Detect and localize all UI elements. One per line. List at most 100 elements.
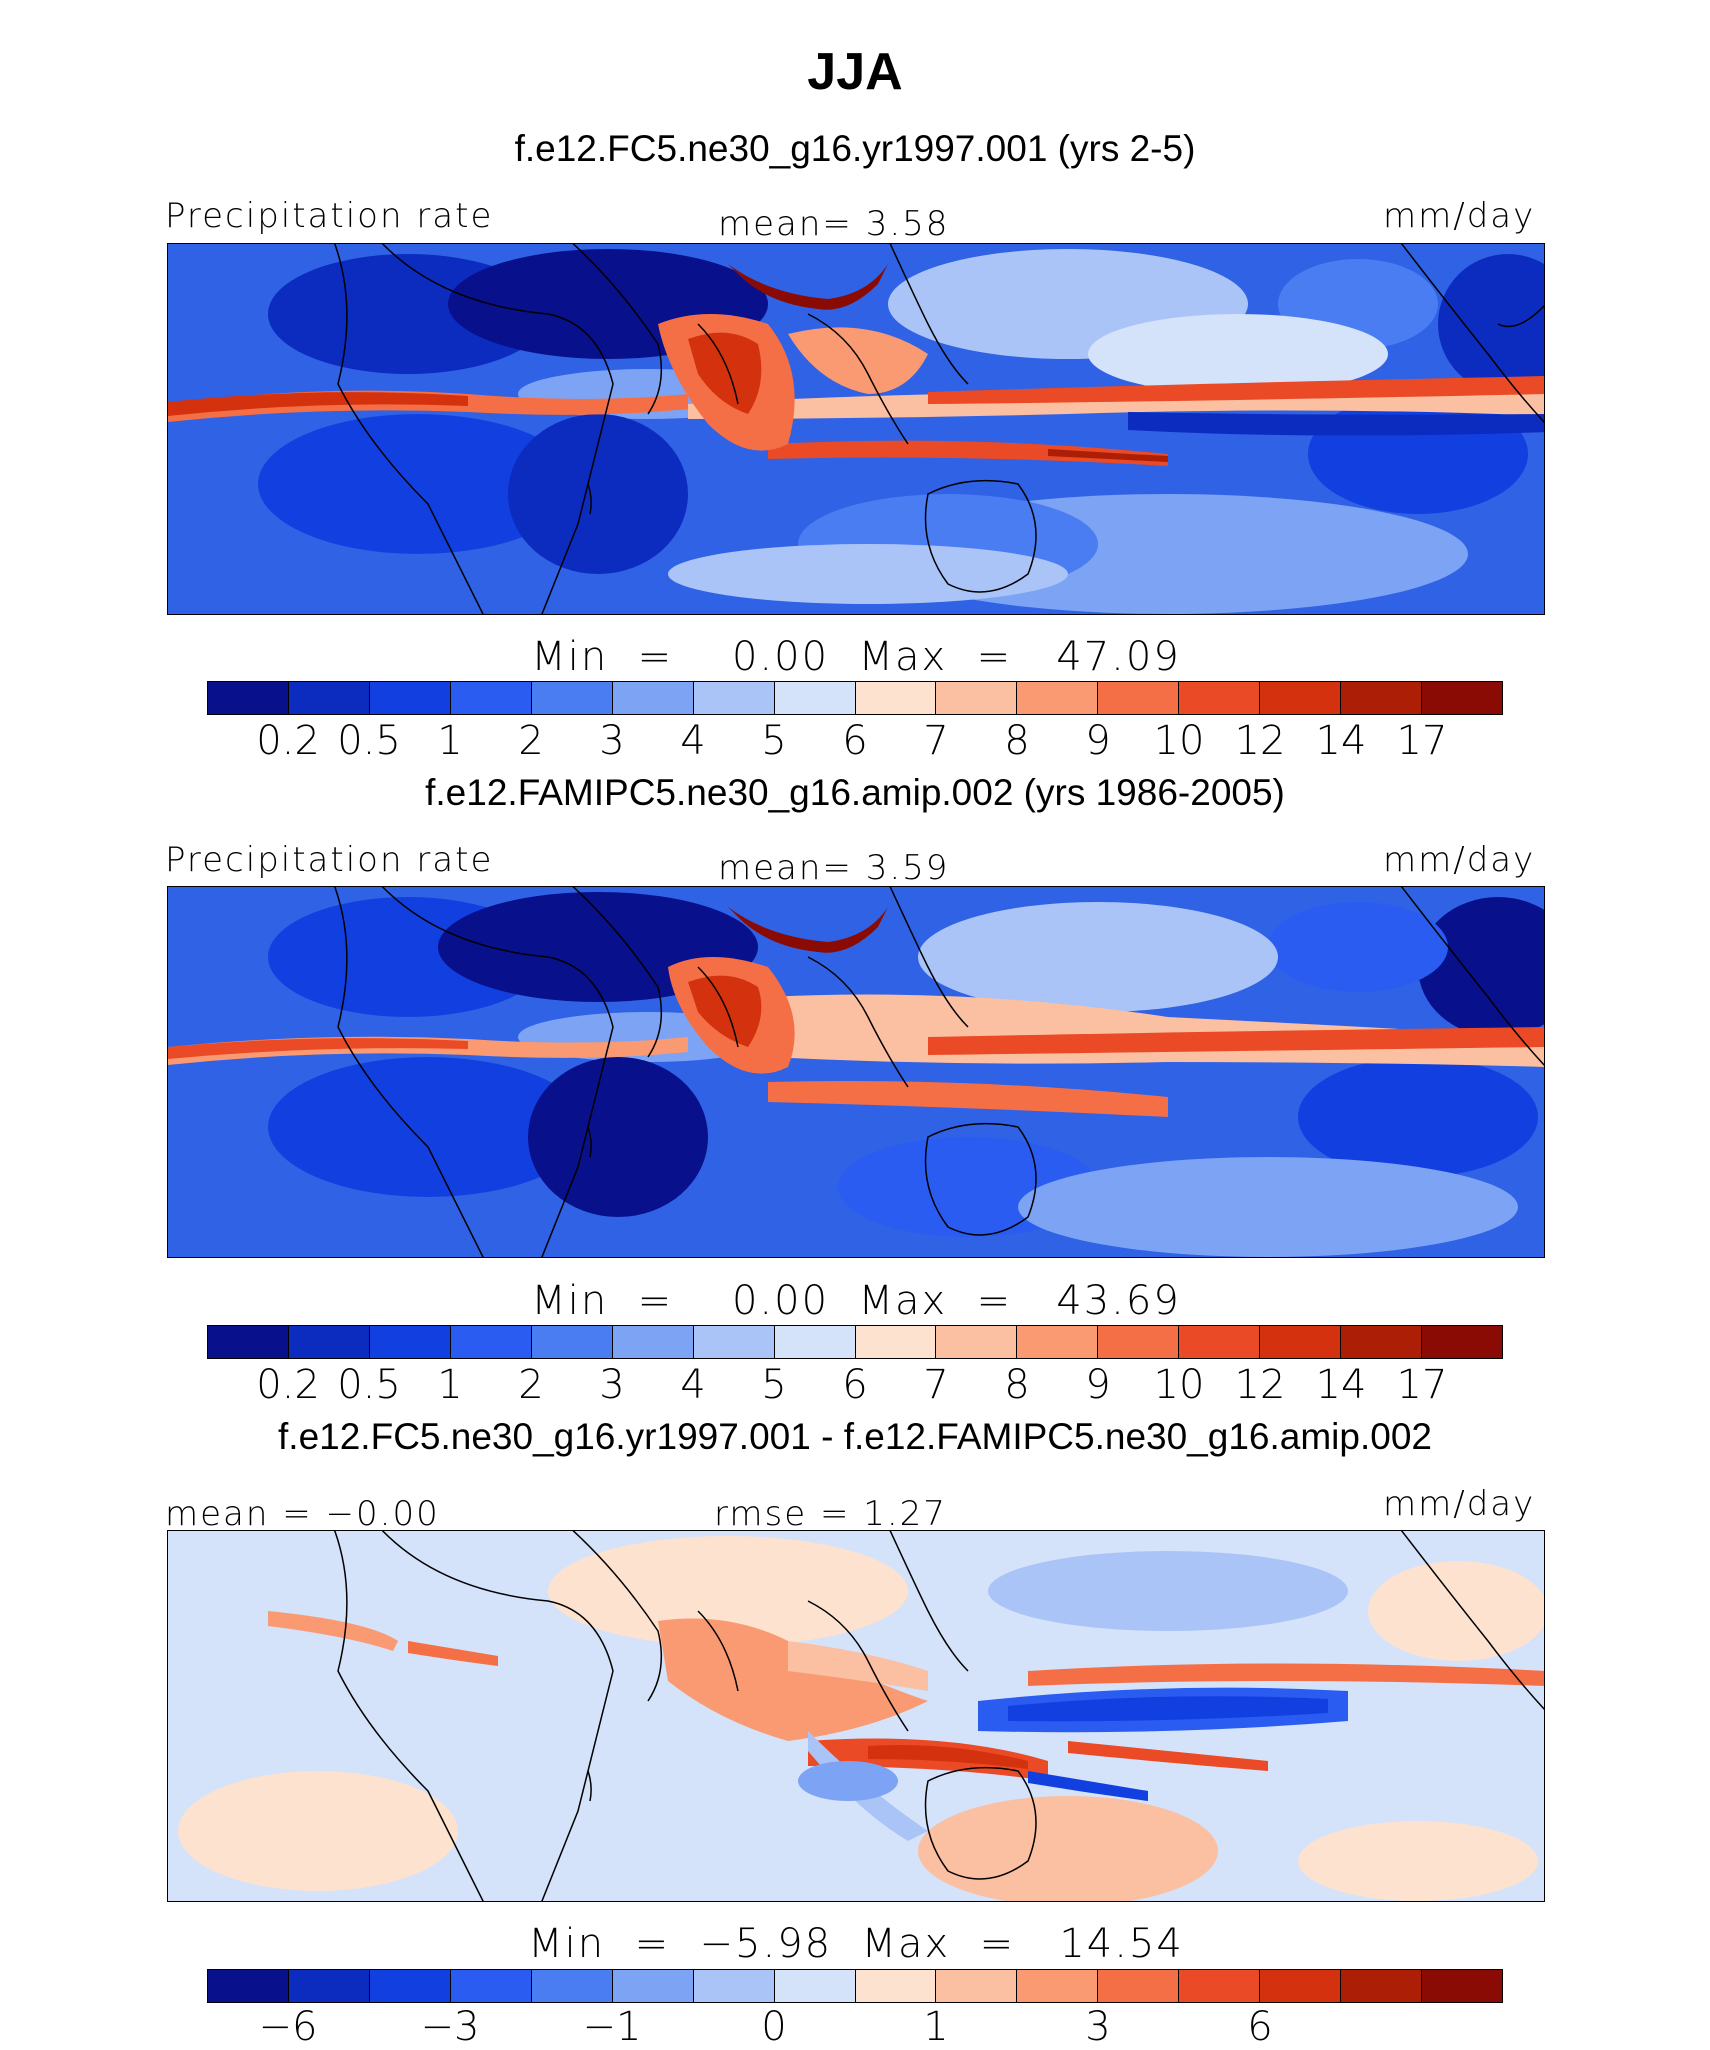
colorbar-swatch: [774, 1326, 856, 1358]
colorbar-swatch: [693, 682, 775, 714]
colorbar-tick-label: 3: [599, 1362, 625, 1408]
colorbar-swatch: [450, 1326, 532, 1358]
colorbar-swatch: [450, 1970, 532, 2002]
colorbar-swatch: [774, 1970, 856, 2002]
colorbar-tick-label: 0.2: [256, 1362, 320, 1408]
colorbar-tick-label: 8: [1004, 718, 1030, 764]
colorbar-tick-label: 7: [923, 1362, 949, 1408]
colorbar-tick-label: 3: [599, 718, 625, 764]
colorbar-tick-label: 8: [1004, 1362, 1030, 1408]
panel-1-subtitle: f.e12.FC5.ne30_g16.yr1997.001 (yrs 2-5): [514, 128, 1196, 169]
panel-3-map: [167, 1530, 1545, 1902]
colorbar-tick-label: 0: [761, 2004, 787, 2050]
colorbar-tick-label: −6: [258, 2004, 318, 2050]
colorbar-swatch: [693, 1970, 775, 2002]
colorbar-swatch: [531, 1970, 613, 2002]
panel-2-field: [168, 887, 1544, 1257]
colorbar-swatch: [288, 682, 370, 714]
colorbar-swatch: [612, 1326, 694, 1358]
colorbar-tick-label: 17: [1396, 718, 1448, 764]
colorbar-swatch: [369, 682, 451, 714]
colorbar-tick-label: 9: [1085, 1362, 1111, 1408]
panel-3-min-max: Min = −5.98 Max = 14.54: [528, 1921, 1184, 1967]
panel-2-map: [167, 886, 1545, 1258]
colorbar-tick-label: 14: [1315, 718, 1367, 764]
colorbar-tick-label: 10: [1153, 718, 1205, 764]
panel-2-colorbar: [207, 1325, 1503, 1359]
colorbar-tick-label: 0.5: [337, 1362, 401, 1408]
panel-3-field: [168, 1531, 1544, 1901]
colorbar-swatch: [1179, 1970, 1261, 2002]
colorbar-swatch: [1422, 1970, 1502, 2002]
colorbar-swatch: [1341, 1326, 1423, 1358]
colorbar-swatch: [1017, 1326, 1099, 1358]
colorbar-swatch: [1341, 1970, 1423, 2002]
colorbar-tick-label: 6: [842, 718, 868, 764]
colorbar-swatch: [208, 1326, 289, 1358]
colorbar-tick-label: 4: [680, 718, 706, 764]
colorbar-swatch: [288, 1326, 370, 1358]
colorbar-tick-label: 1: [437, 1362, 463, 1408]
colorbar-swatch: [936, 1326, 1018, 1358]
colorbar-swatch: [288, 1970, 370, 2002]
colorbar-swatch: [1260, 682, 1342, 714]
panel-3-subtitle: f.e12.FC5.ne30_g16.yr1997.001 - f.e12.FA…: [278, 1416, 1432, 1457]
figure-title: JJA: [807, 43, 903, 101]
colorbar-tick-label: 7: [923, 718, 949, 764]
colorbar-tick-label: 14: [1315, 1362, 1367, 1408]
colorbar-tick-label: 12: [1234, 718, 1286, 764]
colorbar-tick-label: −3: [420, 2004, 480, 2050]
colorbar-swatch: [450, 682, 532, 714]
colorbar-swatch: [936, 1970, 1018, 2002]
colorbar-swatch: [1341, 682, 1423, 714]
colorbar-tick-label: 1: [923, 2004, 949, 2050]
colorbar-tick-label: 5: [761, 1362, 787, 1408]
colorbar-swatch: [531, 1326, 613, 1358]
colorbar-tick-label: 10: [1153, 1362, 1205, 1408]
panel-2-colorbar-ticks: 0.2 0.5 1 2 3 4 5 6 7 8 9 10 12 14 17: [207, 1362, 1503, 1408]
colorbar-swatch: [612, 682, 694, 714]
panel-2-units-label: mm/day: [1383, 840, 1536, 880]
colorbar-tick-label: 6: [842, 1362, 868, 1408]
colorbar-swatch: [1260, 1326, 1342, 1358]
colorbar-swatch: [1017, 1970, 1099, 2002]
colorbar-tick-label: 3: [1085, 2004, 1111, 2050]
panel-2-min-max: Min = 0.00 Max = 43.69: [531, 1278, 1181, 1324]
colorbar-swatch: [855, 1970, 937, 2002]
colorbar-tick-label: 9: [1085, 718, 1111, 764]
colorbar-tick-label: 0.2: [256, 718, 320, 764]
panel-1-field: [168, 244, 1544, 614]
colorbar-tick-label: −1: [582, 2004, 642, 2050]
panel-1-variable-label: Precipitation rate: [165, 196, 494, 236]
colorbar-swatch: [531, 682, 613, 714]
panel-3-rmse-label: rmse = 1.27: [714, 1494, 947, 1534]
colorbar-tick-label: 2: [518, 1362, 544, 1408]
colorbar-swatch: [612, 1970, 694, 2002]
colorbar-swatch: [369, 1326, 451, 1358]
colorbar-swatch: [369, 1970, 451, 2002]
colorbar-swatch: [936, 682, 1018, 714]
colorbar-swatch: [208, 682, 289, 714]
colorbar-swatch: [1179, 682, 1261, 714]
colorbar-tick-label: 2: [518, 718, 544, 764]
panel-1-colorbar: [207, 681, 1503, 715]
panel-2-subtitle: f.e12.FAMIPC5.ne30_g16.amip.002 (yrs 198…: [425, 772, 1285, 813]
panel-1-min-max: Min = 0.00 Max = 47.09: [531, 634, 1181, 680]
colorbar-tick-label: 12: [1234, 1362, 1286, 1408]
colorbar-tick-label: 0.5: [337, 718, 401, 764]
panel-2-variable-label: Precipitation rate: [165, 840, 494, 880]
colorbar-swatch: [208, 1970, 289, 2002]
colorbar-swatch: [693, 1326, 775, 1358]
colorbar-swatch: [1260, 1970, 1342, 2002]
panel-3-units-label: mm/day: [1383, 1484, 1536, 1524]
colorbar-tick-label: 1: [437, 718, 463, 764]
colorbar-swatch: [1422, 1326, 1502, 1358]
colorbar-swatch: [855, 682, 937, 714]
colorbar-swatch: [1422, 682, 1502, 714]
colorbar-tick-label: 17: [1396, 1362, 1448, 1408]
panel-1-units-label: mm/day: [1383, 196, 1536, 236]
colorbar-tick-label: 4: [680, 1362, 706, 1408]
colorbar-swatch: [1017, 682, 1099, 714]
colorbar-tick-label: 5: [761, 718, 787, 764]
panel-3-colorbar: [207, 1969, 1503, 2003]
